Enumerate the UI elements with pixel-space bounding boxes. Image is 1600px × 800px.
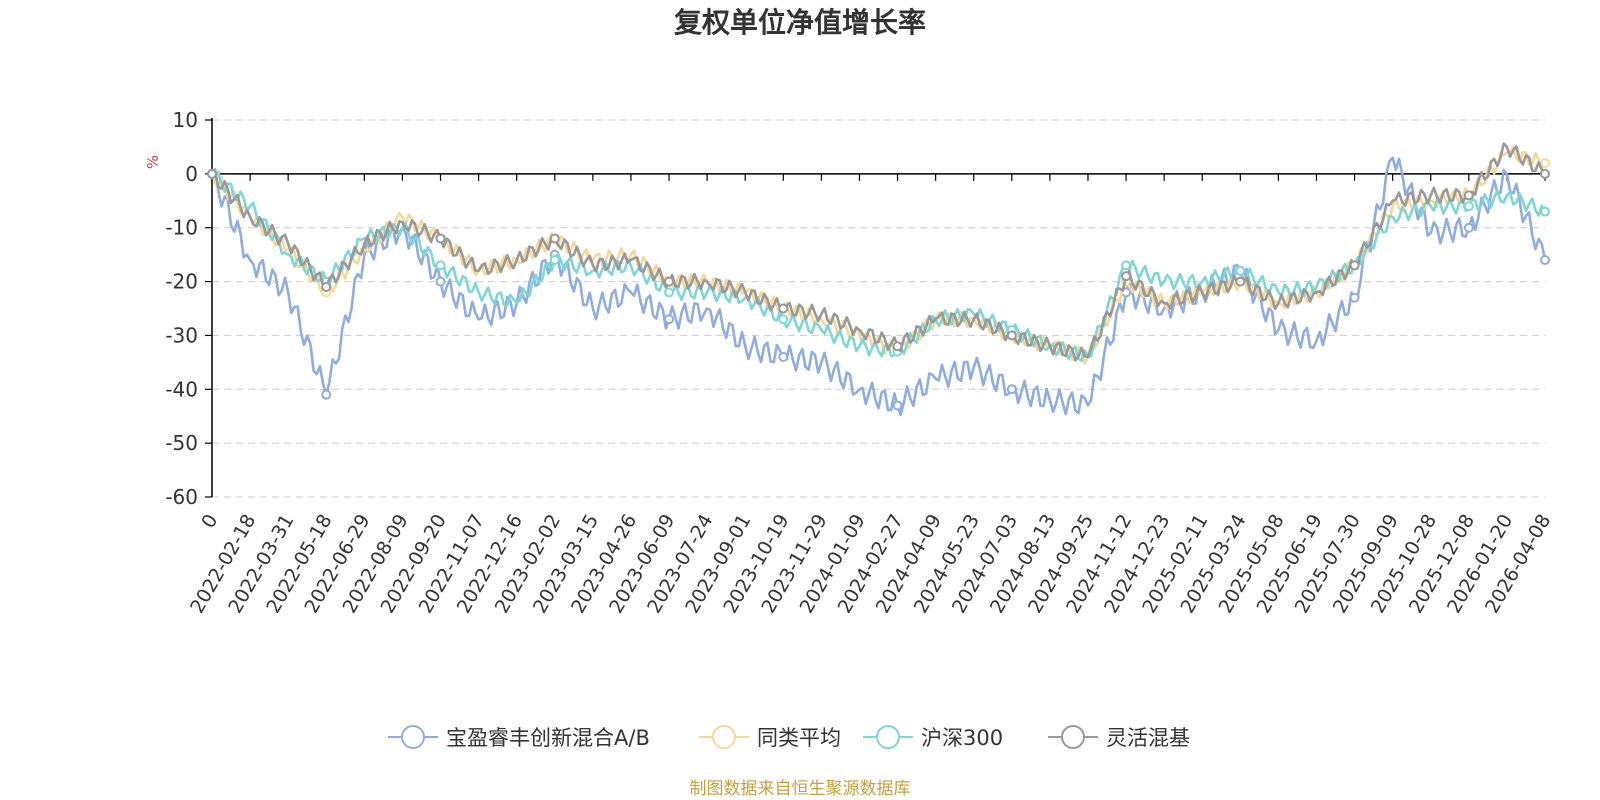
footer-source: 制图数据来自恒生聚源数据库 (690, 779, 911, 799)
legend: 宝盈睿丰创新混合A/B 同类平均 沪深300 灵活混基 (388, 725, 1190, 750)
data-point (1349, 292, 1360, 303)
y-axis-ticks: 10 0 -10 -20 -30 -40 -50 -60 (165, 108, 212, 509)
series-line (210, 156, 1547, 417)
legend-label: 沪深300 (921, 726, 1003, 750)
legend-item: 灵活混基 (1048, 725, 1190, 750)
y-tick-label: 0 (185, 162, 198, 186)
legend-label: 同类平均 (757, 726, 841, 750)
data-point (1540, 158, 1550, 169)
series-2 (207, 168, 1550, 363)
data-point (1540, 255, 1550, 266)
x-tick-label: 0 (197, 511, 222, 532)
data-point (892, 400, 903, 411)
data-point (1349, 260, 1360, 271)
data-point (1463, 222, 1474, 233)
data-point (435, 276, 446, 287)
data-point (1463, 190, 1474, 201)
data-point (1006, 330, 1017, 341)
y-tick-label: -40 (165, 377, 198, 401)
y-tick-label: -20 (165, 270, 198, 294)
axes (211, 118, 1545, 497)
legend-item: 宝盈睿丰创新混合A/B (388, 725, 650, 750)
series-lines (207, 142, 1550, 417)
data-point (892, 341, 903, 352)
data-point (778, 314, 789, 325)
data-point (664, 287, 675, 298)
data-point (1463, 201, 1474, 212)
data-point (1235, 265, 1246, 276)
data-point (321, 389, 332, 400)
chart-title: 复权单位净值增长率 (674, 6, 926, 39)
data-point (1121, 260, 1132, 271)
y-tick-label: -30 (165, 323, 198, 347)
y-tick-label: -10 (165, 216, 198, 240)
series-0 (207, 156, 1550, 417)
legend-swatch-circle (401, 725, 425, 749)
legend-label: 宝盈睿丰创新混合A/B (446, 726, 650, 750)
y-tick-label: -50 (165, 431, 198, 455)
y-tick-label: 10 (173, 108, 198, 132)
legend-swatch-circle (1061, 725, 1085, 749)
legend-item: 同类平均 (699, 725, 841, 750)
data-point (778, 351, 789, 362)
data-point (321, 281, 332, 292)
data-point (664, 314, 675, 325)
legend-swatch-circle (876, 725, 900, 749)
data-point (1235, 276, 1246, 287)
data-point (435, 233, 446, 244)
data-point (1540, 206, 1550, 217)
data-point (1006, 384, 1017, 395)
data-point (549, 233, 560, 244)
data-point (435, 260, 446, 271)
grid-lines (212, 119, 1545, 498)
y-tick-label: -60 (165, 485, 198, 509)
data-point (207, 168, 217, 179)
x-axis-ticks: 02022-02-182022-03-312022-05-182022-06-2… (186, 173, 1555, 617)
series-line (211, 142, 1547, 362)
data-point (549, 255, 560, 266)
series-1 (207, 145, 1550, 365)
series-line (210, 145, 1547, 365)
series-line (211, 170, 1547, 363)
legend-swatch-circle (712, 725, 736, 749)
data-point (1121, 271, 1132, 282)
data-point (1540, 168, 1550, 179)
series-3 (207, 142, 1550, 362)
data-point (778, 303, 789, 314)
legend-label: 灵活混基 (1106, 726, 1190, 750)
data-point (664, 276, 675, 287)
legend-item: 沪深300 (863, 725, 1003, 750)
y-unit-label: % (144, 155, 162, 169)
